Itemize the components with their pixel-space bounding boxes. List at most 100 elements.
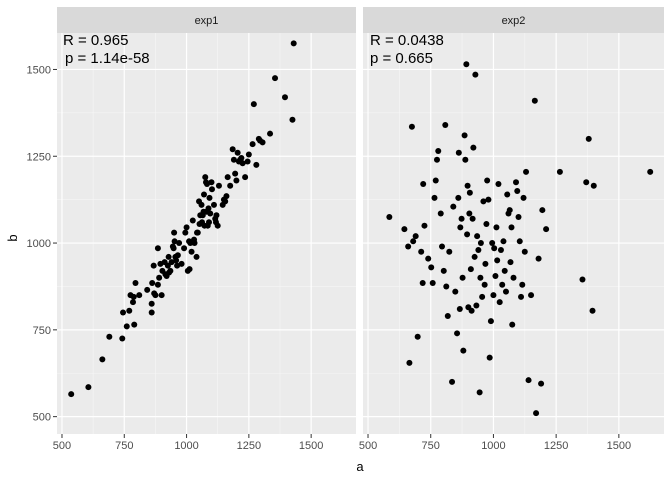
facet-exp2: exp2 R = 0.0438 p = 0.665: [363, 7, 664, 434]
data-point: [514, 187, 521, 194]
data-point: [250, 101, 257, 108]
data-point: [523, 168, 530, 175]
data-point: [481, 281, 488, 288]
data-point: [459, 274, 466, 281]
data-point: [253, 161, 260, 168]
data-point: [440, 267, 447, 274]
data-point: [508, 224, 515, 231]
data-point: [126, 307, 133, 314]
data-point: [120, 309, 127, 316]
annotation-r-exp2: R = 0.0438: [370, 32, 444, 49]
data-point: [500, 238, 507, 245]
y-axis-title: b: [5, 234, 20, 241]
data-point: [446, 248, 453, 255]
data-point: [131, 321, 138, 328]
data-point: [171, 229, 178, 236]
data-point: [206, 194, 213, 201]
data-point: [493, 224, 500, 231]
x-axis-title: a: [356, 459, 364, 474]
y-axis: 500 750 1000 1250 1500: [27, 64, 57, 424]
data-point: [412, 233, 419, 240]
x-axis-exp1: 500 750 1000 1250 1500: [53, 434, 323, 452]
data-point: [230, 156, 237, 163]
x-tick-label: 1500: [299, 440, 323, 452]
data-point: [174, 252, 181, 259]
data-point: [406, 359, 413, 366]
data-point: [289, 116, 296, 123]
data-point: [106, 333, 113, 340]
x-tick-label: 500: [53, 440, 71, 452]
plot-panel-exp1: [57, 33, 356, 434]
data-point: [181, 245, 188, 252]
data-point: [130, 293, 137, 300]
data-point: [519, 281, 526, 288]
data-point: [473, 302, 480, 309]
data-point: [461, 132, 468, 139]
data-point: [454, 330, 461, 337]
data-point: [405, 243, 412, 250]
annotation-r-exp1: R = 0.965: [63, 32, 128, 49]
data-point: [259, 139, 266, 146]
data-point: [208, 186, 215, 193]
x-tick-label: 1000: [174, 440, 198, 452]
data-point: [123, 323, 130, 330]
data-point: [510, 274, 517, 281]
data-point: [205, 219, 212, 226]
data-point: [170, 245, 177, 252]
data-point: [215, 182, 222, 189]
data-point: [469, 215, 476, 222]
y-tick-label: 1250: [27, 151, 51, 163]
data-point: [182, 229, 189, 236]
data-point: [167, 267, 174, 274]
data-point: [210, 201, 217, 208]
data-point: [85, 384, 92, 391]
data-point: [502, 288, 509, 295]
data-point: [521, 248, 528, 255]
data-point: [242, 174, 249, 181]
data-point: [579, 276, 586, 283]
data-point: [497, 246, 504, 253]
data-point: [467, 266, 474, 273]
data-point: [474, 233, 481, 240]
data-point: [464, 182, 471, 189]
strip-label-exp1: exp1: [195, 15, 219, 27]
data-point: [458, 215, 465, 222]
data-point: [119, 335, 126, 342]
data-point: [463, 61, 470, 68]
data-point: [506, 207, 513, 214]
data-point: [556, 168, 563, 175]
data-point: [457, 224, 464, 231]
data-point: [178, 260, 185, 267]
plot-panel-exp2: [363, 33, 664, 434]
data-point: [290, 40, 297, 47]
data-point: [432, 177, 439, 184]
strip-label-exp2: exp2: [502, 15, 526, 27]
data-point: [272, 75, 279, 82]
data-point: [528, 292, 535, 299]
data-point: [507, 259, 514, 266]
x-axis-exp2: 500 750 1000 1250 1500: [359, 434, 631, 452]
data-point: [518, 293, 525, 300]
data-point: [232, 170, 239, 177]
data-point: [202, 174, 209, 181]
data-point: [408, 123, 415, 130]
data-point: [435, 148, 442, 155]
data-point: [479, 293, 486, 300]
x-tick-label: 500: [359, 440, 377, 452]
data-point: [213, 212, 220, 219]
data-point: [223, 193, 230, 200]
data-point: [647, 168, 654, 175]
strip-exp1: [57, 7, 356, 33]
data-point: [191, 240, 198, 247]
points-exp2: [386, 61, 654, 417]
data-point: [475, 246, 482, 253]
data-point: [194, 229, 201, 236]
data-point: [491, 245, 498, 252]
x-tick-label: 750: [115, 440, 133, 452]
data-point: [484, 177, 491, 184]
data-point: [281, 94, 288, 101]
y-tick-label: 750: [33, 325, 51, 337]
data-point: [431, 194, 438, 201]
data-point: [386, 214, 393, 221]
data-point: [483, 220, 490, 227]
